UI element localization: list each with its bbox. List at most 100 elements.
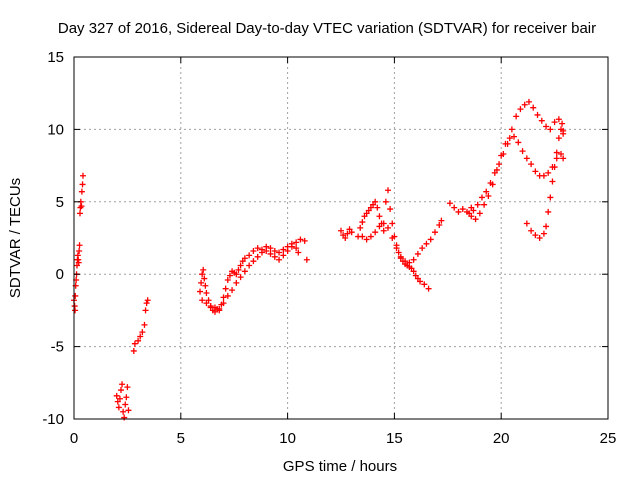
data-point — [545, 170, 551, 176]
data-point — [428, 236, 434, 242]
data-point — [272, 254, 278, 260]
data-point — [554, 155, 560, 161]
axis-ticks — [74, 57, 608, 419]
data-point — [460, 206, 466, 212]
data-point — [132, 341, 138, 347]
data-point — [114, 393, 120, 399]
data-point — [357, 225, 363, 231]
data-point — [385, 187, 391, 193]
data-point — [556, 135, 562, 141]
data-point — [293, 239, 299, 245]
data-point — [131, 348, 137, 354]
y-tick-label: 15 — [47, 49, 64, 66]
y-tick-label: -10 — [42, 411, 64, 428]
x-axis-label: GPS time / hours — [283, 458, 397, 475]
x-tick-label: 10 — [279, 430, 296, 447]
data-point — [537, 235, 543, 241]
data-point — [255, 254, 261, 260]
data-point — [556, 116, 562, 122]
data-point — [259, 249, 265, 255]
data-point — [385, 225, 391, 231]
data-point — [250, 258, 256, 264]
data-point — [223, 286, 229, 292]
data-point — [119, 381, 125, 387]
data-point — [543, 124, 549, 130]
data-point — [246, 252, 252, 258]
data-point — [479, 194, 485, 200]
data-point — [473, 216, 479, 222]
data-point — [532, 232, 538, 238]
data-point — [141, 322, 147, 328]
data-point — [276, 257, 282, 263]
chart-title: Day 327 of 2016, Sidereal Day-to-day VTE… — [58, 20, 596, 37]
data-point — [242, 268, 248, 274]
data-point — [255, 245, 261, 251]
x-tick-label: 15 — [386, 430, 403, 447]
data-point — [530, 105, 536, 111]
data-point — [76, 248, 82, 254]
data-point — [238, 274, 244, 280]
data-point — [80, 173, 86, 179]
data-point — [225, 293, 231, 299]
data-point — [123, 394, 129, 400]
data-point — [539, 118, 545, 124]
data-point — [511, 134, 517, 140]
data-point — [77, 205, 83, 211]
data-point — [297, 236, 303, 242]
data-point — [359, 219, 365, 225]
data-point — [198, 280, 204, 286]
data-point — [302, 238, 308, 244]
data-point — [79, 189, 85, 195]
data-point — [221, 294, 227, 300]
data-point — [202, 283, 208, 289]
data-point — [524, 155, 530, 161]
data-point — [545, 209, 551, 215]
data-point — [118, 387, 124, 393]
data-point — [203, 290, 209, 296]
data-point — [541, 231, 547, 237]
y-tick-label: 10 — [47, 121, 64, 138]
data-point — [263, 248, 269, 254]
data-point — [515, 139, 521, 145]
data-point — [80, 181, 86, 187]
data-point — [368, 234, 374, 240]
data-point — [381, 228, 387, 234]
data-point — [507, 135, 513, 141]
y-tick-label: 0 — [56, 266, 64, 283]
data-point — [475, 202, 481, 208]
data-point — [197, 289, 203, 295]
data-point — [532, 168, 538, 174]
x-tick-label: 25 — [600, 430, 617, 447]
data-point — [374, 205, 380, 211]
data-point — [547, 126, 553, 132]
y-tick-label: -5 — [51, 339, 64, 356]
data-point — [121, 415, 127, 421]
y-tick-label: 5 — [56, 194, 64, 211]
data-point — [200, 267, 206, 273]
data-point — [229, 287, 235, 293]
grid-lines — [74, 57, 608, 419]
data-point — [72, 307, 78, 313]
x-tick-label: 0 — [70, 430, 78, 447]
data-point — [268, 245, 274, 251]
data-point — [77, 210, 83, 216]
x-tick-labels: 0 5 10 15 20 25 — [70, 430, 617, 447]
data-point — [77, 242, 83, 248]
data-point — [520, 148, 526, 154]
data-point — [120, 409, 126, 415]
data-point — [233, 280, 239, 286]
data-point — [280, 252, 286, 258]
data-point — [547, 194, 553, 200]
data-point — [481, 202, 487, 208]
data-points — [71, 99, 566, 421]
data-point — [125, 407, 131, 413]
data-point — [455, 209, 461, 215]
x-tick-label: 20 — [493, 430, 510, 447]
data-point — [513, 113, 519, 119]
data-point — [143, 307, 149, 313]
data-point — [144, 300, 150, 306]
data-point — [276, 249, 282, 255]
data-point — [272, 248, 278, 254]
data-point — [387, 206, 393, 212]
data-point — [423, 241, 429, 247]
